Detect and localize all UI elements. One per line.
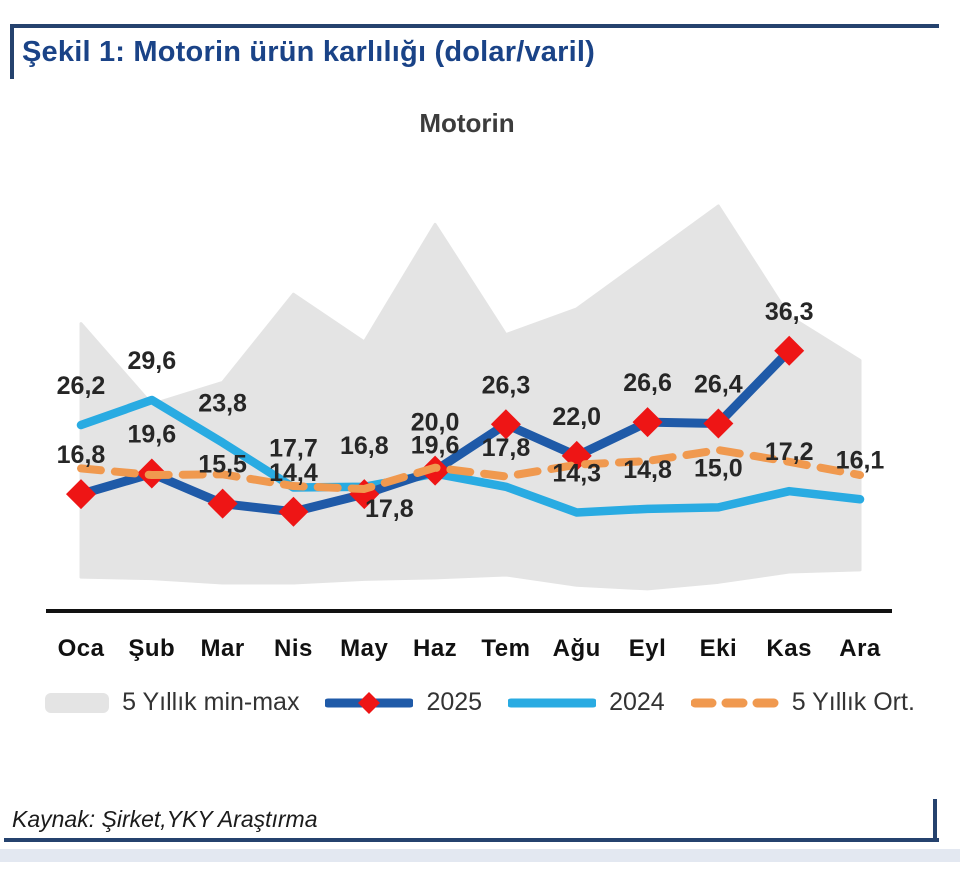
- diamond-marker-Oca: [66, 479, 96, 510]
- legend-item-minmax: 5 Yıllık min-max: [45, 688, 299, 717]
- value-label-2025-Eyl: 26,6: [623, 369, 672, 397]
- diamond-marker-Mar: [207, 488, 238, 519]
- value-label-2024-May: 17,8: [365, 495, 414, 523]
- figure-title: Şekil 1: Motorin ürün karlılığı (dolar/v…: [22, 36, 595, 68]
- frame-bottom-rule: [4, 838, 939, 842]
- frame-top-rule: [10, 24, 939, 28]
- value-label-2024-Nis: 17,7: [269, 435, 318, 463]
- chart-title: Motorin: [419, 108, 515, 138]
- line-2025-swatch-icon: [325, 691, 414, 714]
- series-5y-avg-line: [77, 446, 865, 493]
- diamond-marker-Nis: [278, 496, 309, 527]
- value-label-2024-Eyl: 14,8: [623, 456, 672, 484]
- value-label-2024-Oca: 26,2: [57, 372, 106, 400]
- diamond-marker-Eki: [703, 408, 734, 439]
- x-tick-Haz: Haz: [413, 635, 457, 662]
- bottom-strip: [0, 849, 960, 862]
- legend-item-2024: 2024: [508, 688, 665, 717]
- legend-label-minmax: 5 Yıllık min-max: [122, 688, 300, 716]
- value-label-2025-Tem: 26,3: [482, 371, 531, 399]
- x-tick-Oca: Oca: [58, 635, 105, 662]
- value-label-2024-Tem: 17,8: [482, 434, 531, 462]
- x-tick-Eyl: Eyl: [629, 635, 667, 662]
- value-label-2025-May: 16,8: [340, 432, 389, 460]
- x-tick-Ara: Ara: [839, 635, 881, 662]
- legend: 5 Yıllık min-max 2025 2024 5 Yıllık Ort.: [15, 688, 945, 717]
- band-swatch-icon: [45, 692, 110, 713]
- value-label-2025-Kas: 36,3: [765, 298, 814, 326]
- legend-label-2024: 2024: [609, 688, 665, 716]
- x-tick-Eki: Eki: [700, 635, 738, 662]
- x-tick-May: May: [340, 635, 388, 662]
- x-tick-Nis: Nis: [274, 635, 313, 662]
- value-label-2024-Şub: 29,6: [127, 347, 176, 375]
- x-tick-Kas: Kas: [766, 635, 812, 662]
- value-label-2024-Haz: 19,6: [411, 432, 460, 460]
- value-label-2024-Mar: 23,8: [198, 390, 247, 418]
- value-label-2025-Mar: 15,5: [198, 451, 247, 479]
- value-label-2025-Eki: 26,4: [694, 371, 743, 399]
- value-label-2025-Haz: 20,0: [411, 409, 460, 437]
- value-label-2024-Ara: 16,1: [836, 446, 885, 474]
- diamond-marker-Eyl: [632, 407, 663, 438]
- value-label-2024-Kas: 17,2: [765, 438, 814, 466]
- x-tick-Ağu: Ağu: [553, 635, 601, 662]
- series-2024-line: [76, 395, 865, 517]
- x-tick-Tem: Tem: [481, 635, 530, 662]
- x-tick-Şub: Şub: [128, 635, 175, 662]
- value-label-2024-Eki: 15,0: [694, 454, 743, 482]
- value-label-2025-Şub: 19,6: [127, 421, 176, 449]
- line-2024-swatch-icon: [508, 698, 597, 707]
- chart-svg: 16,8 19,6 15,5 14,4 16,8 20,0 26,3 22,0 26,6 26,4…: [46, 204, 892, 662]
- band-5y-minmax: [79, 204, 862, 591]
- legend-label-avg: 5 Yıllık Ort.: [791, 688, 915, 716]
- frame-left-tick: [10, 24, 14, 79]
- diamond-marker-Tem: [490, 409, 521, 440]
- diamond-marker-Kas: [774, 335, 805, 366]
- x-tick-Mar: Mar: [201, 635, 245, 662]
- value-label-2025-Oca: 16,8: [57, 441, 106, 469]
- legend-label-2025: 2025: [426, 688, 483, 716]
- frame-right-tick: [933, 799, 937, 842]
- dashed-line-swatch-icon: [690, 698, 779, 707]
- source-text: Kaynak: Şirket,YKY Araştırma: [12, 806, 318, 832]
- value-label-2025-Nis: 14,4: [269, 459, 318, 487]
- legend-item-avg: 5 Yıllık Ort.: [690, 688, 915, 717]
- legend-item-2025: 2025: [325, 688, 482, 717]
- value-label-2024-Ağu: 14,3: [552, 459, 601, 487]
- value-label-2025-Ağu: 22,0: [552, 403, 601, 431]
